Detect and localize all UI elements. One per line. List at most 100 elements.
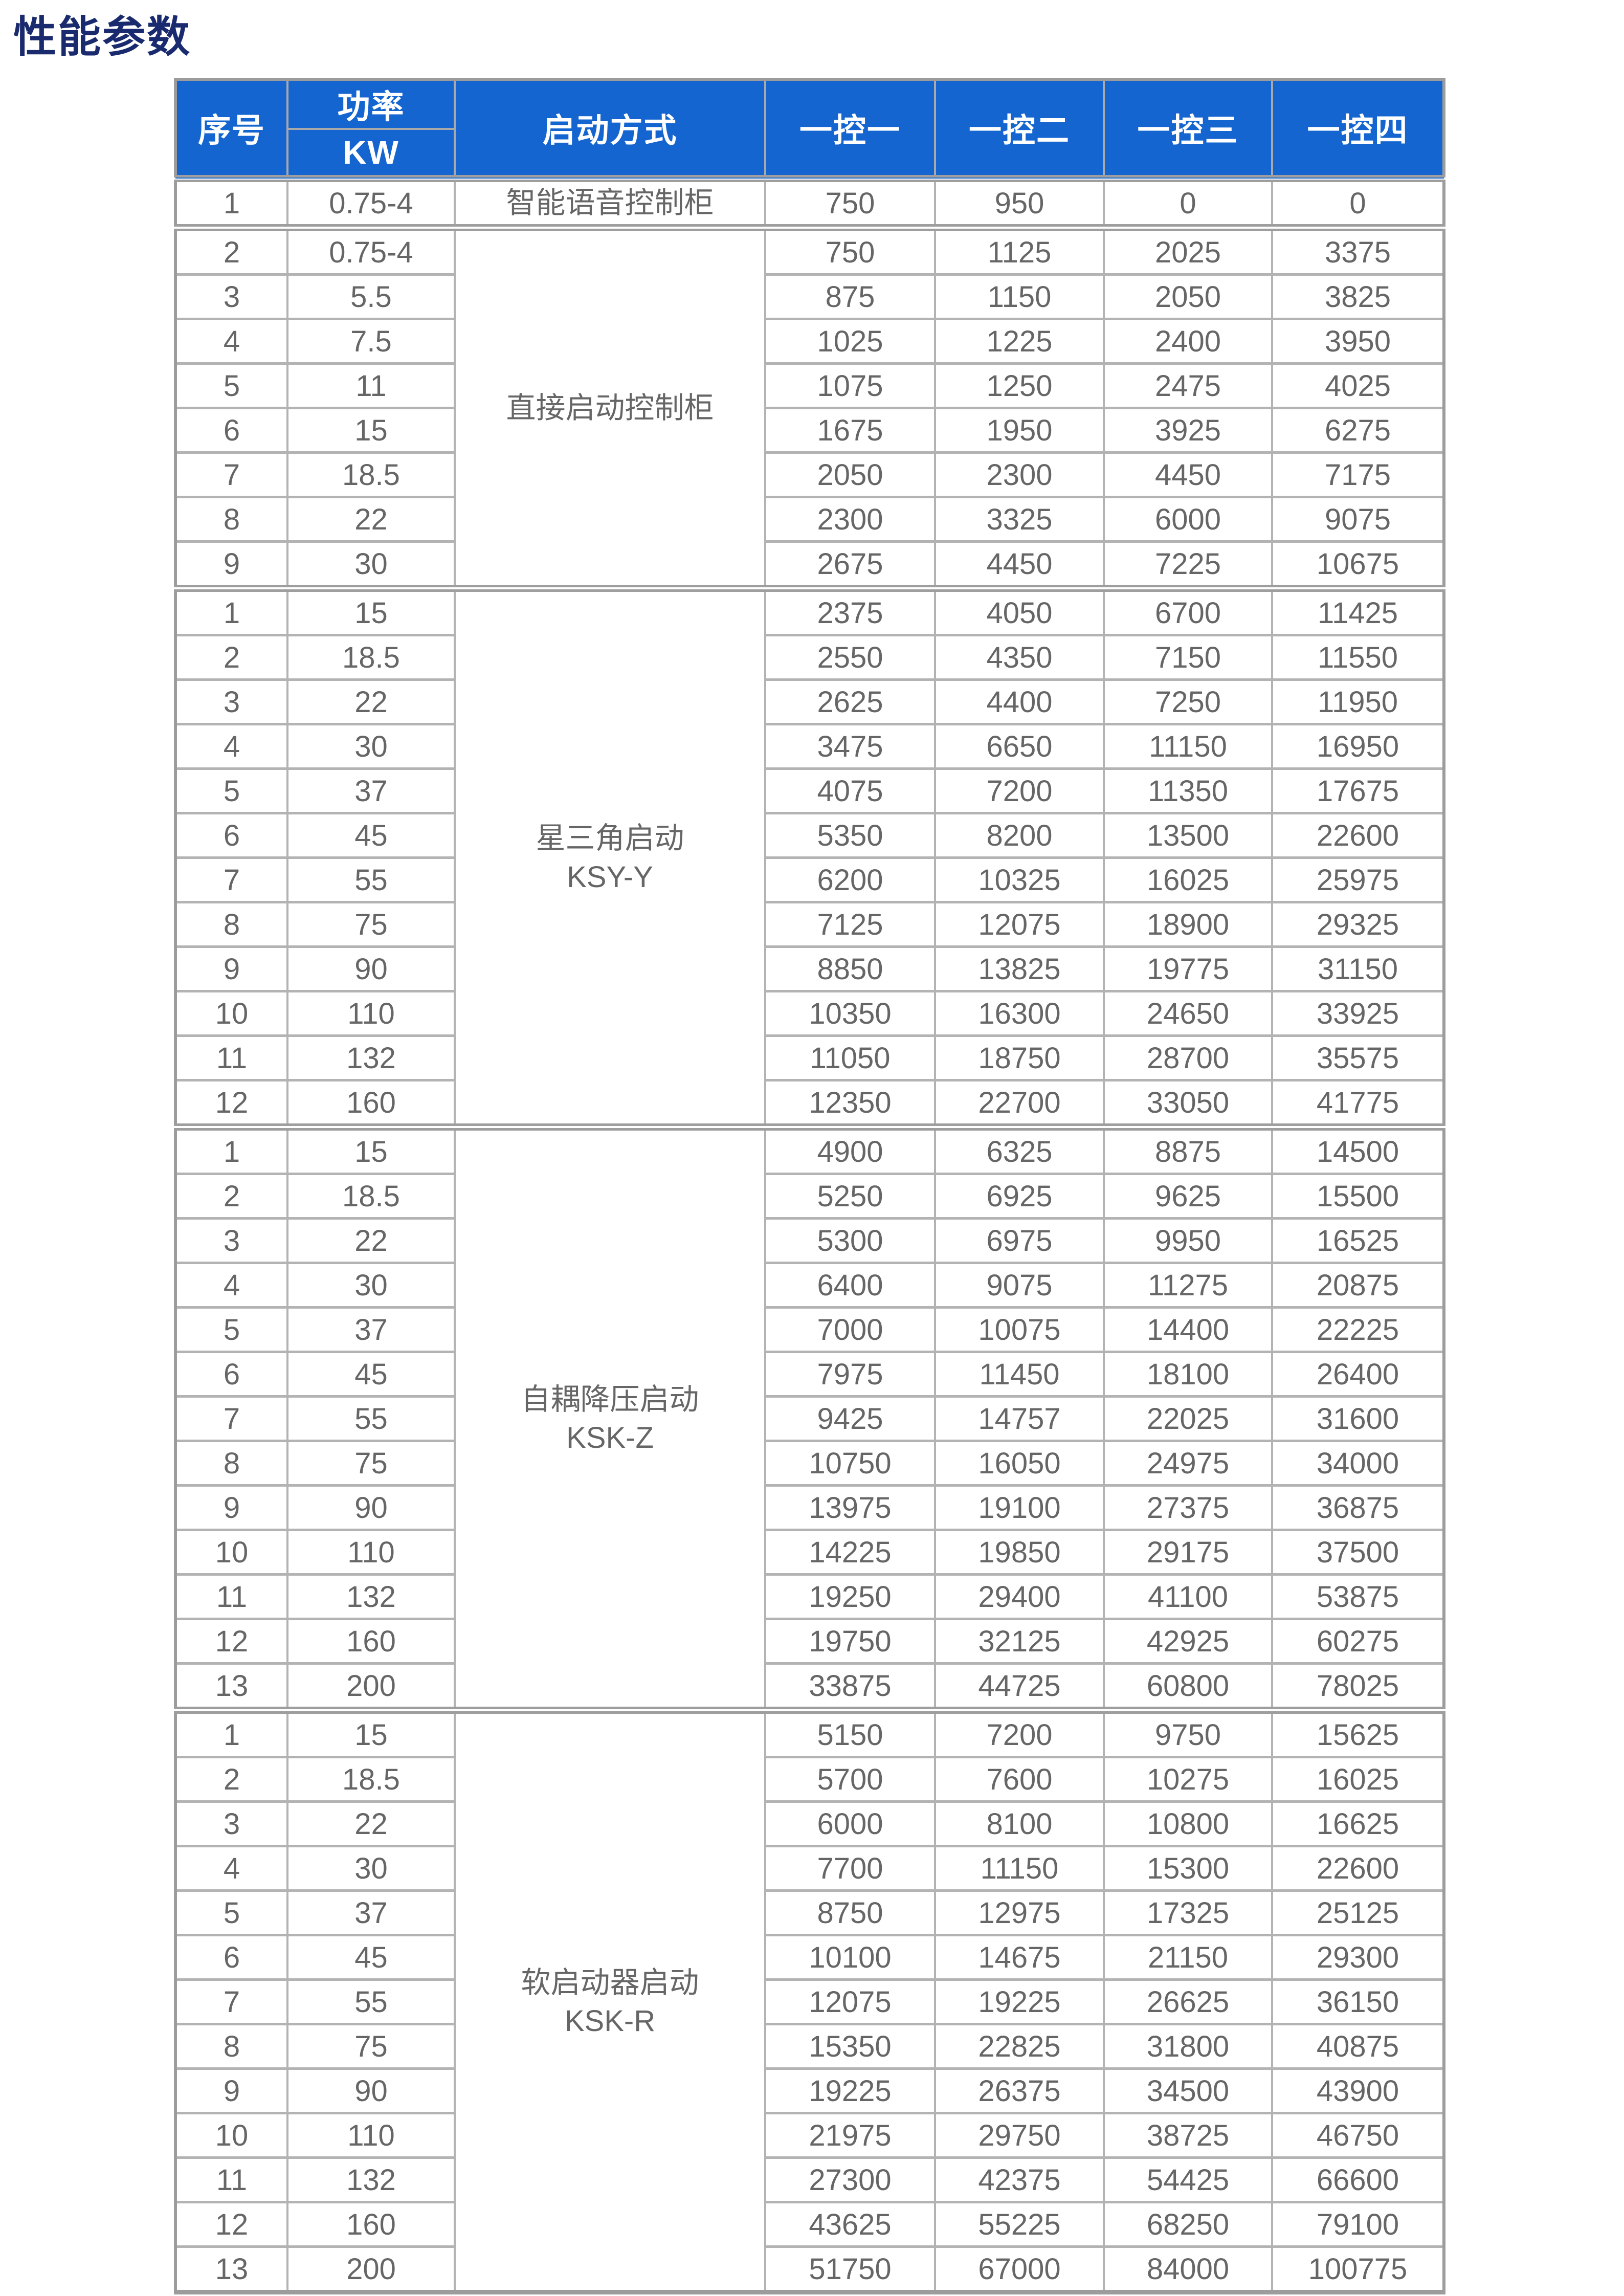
cell-price-value: 6325	[934, 1123, 1105, 1174]
cell-price-value: 2675	[764, 540, 936, 588]
cell-price-value: 6650	[934, 723, 1105, 769]
cell-price-value: 14225	[764, 1529, 936, 1575]
cell-price-value: 10325	[934, 856, 1105, 902]
cell-price-value: 9425	[764, 1395, 936, 1441]
table-row: 1 0.75-4 智能语音控制柜 750 950 0 0	[174, 175, 1445, 228]
cell-price-value: 24650	[1103, 990, 1273, 1036]
cell-power-kw: 15	[286, 585, 456, 635]
cell-price-value: 41775	[1271, 1079, 1445, 1127]
cell-index: 2	[174, 1173, 288, 1219]
table-row: 12 160 43625 55225 68250 79100	[174, 2201, 1445, 2247]
cell-price-value: 3825	[1271, 273, 1445, 319]
header-power-unit: KW	[286, 128, 456, 180]
cell-price-value: 10075	[934, 1306, 1105, 1352]
table-header: 序号 功率 启动方式 一控一 一控二 一控三 一控四 KW	[174, 78, 1445, 180]
cell-power-kw: 15	[286, 1123, 456, 1174]
cell-price-value: 3950	[1271, 318, 1445, 364]
cell-price-value: 21150	[1103, 1934, 1273, 1980]
cell-price-value: 7200	[934, 1707, 1105, 1757]
cell-price-value: 19750	[764, 1618, 936, 1664]
cell-price-value: 6975	[934, 1217, 1105, 1263]
cell-power-kw: 45	[286, 1351, 456, 1397]
cell-price-value: 10350	[764, 990, 936, 1036]
cell-power-kw: 30	[286, 540, 456, 588]
cell-index: 8	[174, 1440, 288, 1486]
cell-price-value: 7125	[764, 901, 936, 947]
cell-price-value: 8750	[764, 1889, 936, 1935]
cell-price-value: 2375	[764, 585, 936, 635]
cell-power-kw: 22	[286, 678, 456, 724]
cell-power-kw: 0.75-4	[286, 175, 456, 228]
table-row: 4 30 7700 11150 15300 22600	[174, 1845, 1445, 1891]
cell-price-value: 10750	[764, 1440, 936, 1486]
cell-price-value: 32125	[934, 1618, 1105, 1664]
cell-price-value: 5350	[764, 812, 936, 858]
cell-price-value: 16025	[1103, 856, 1273, 902]
cell-price-value: 19775	[1103, 945, 1273, 991]
cell-start-method: 星三角启动 KSY-Y	[454, 585, 766, 1127]
cell-price-value: 38725	[1103, 2112, 1273, 2158]
header-one-to-four: 一控四	[1271, 78, 1445, 180]
cell-price-value: 18100	[1103, 1351, 1273, 1397]
cell-price-value: 2050	[1103, 273, 1273, 319]
table-row: 11 132 27300 42375 54425 66600	[174, 2156, 1445, 2202]
cell-price-value: 7250	[1103, 678, 1273, 724]
cell-index: 3	[174, 1800, 288, 1846]
cell-price-value: 9750	[1103, 1707, 1273, 1757]
cell-power-kw: 75	[286, 2023, 456, 2069]
cell-price-value: 14757	[934, 1395, 1105, 1441]
cell-price-value: 36150	[1271, 1978, 1445, 2024]
cell-price-value: 15350	[764, 2023, 936, 2069]
cell-power-kw: 0.75-4	[286, 224, 456, 275]
table-row: 2 0.75-4 直接启动控制柜 750 1125 2025 3375	[174, 224, 1445, 588]
cell-power-kw: 55	[286, 856, 456, 902]
table-row: 12 160 12350 22700 33050 41775	[174, 1079, 1445, 1127]
cell-price-value: 31150	[1271, 945, 1445, 991]
cell-price-value: 26400	[1271, 1351, 1445, 1397]
cell-price-value: 17675	[1271, 767, 1445, 813]
cell-price-value: 19100	[934, 1484, 1105, 1530]
cell-power-kw: 30	[286, 723, 456, 769]
cell-price-value: 0	[1103, 175, 1273, 228]
cell-price-value: 4450	[934, 540, 1105, 588]
cell-price-value: 1025	[764, 318, 936, 364]
cell-power-kw: 18.5	[286, 1756, 456, 1802]
start-method-line: 直接启动控制柜	[506, 391, 714, 425]
start-method-line: 星三角启动	[536, 822, 684, 855]
cell-price-value: 3925	[1103, 407, 1273, 453]
cell-index: 2	[174, 224, 288, 275]
cell-price-value: 29400	[934, 1573, 1105, 1619]
cell-price-value: 33925	[1271, 990, 1445, 1036]
cell-price-value: 6200	[764, 856, 936, 902]
cell-price-value: 84000	[1103, 2245, 1273, 2292]
performance-table: 序号 功率 启动方式 一控一 一控二 一控三 一控四 KW 1 0.75-4 智能语…	[174, 78, 1445, 2294]
header-one-to-one: 一控一	[764, 78, 936, 180]
cell-price-value: 22600	[1271, 1845, 1445, 1891]
cell-power-kw: 15	[286, 1707, 456, 1757]
cell-price-value: 1075	[764, 362, 936, 408]
cell-price-value: 1225	[934, 318, 1105, 364]
cell-power-kw: 22	[286, 1217, 456, 1263]
cell-power-kw: 30	[286, 1262, 456, 1308]
cell-index: 13	[174, 1662, 288, 1710]
cell-index: 11	[174, 1573, 288, 1619]
cell-price-value: 16025	[1271, 1756, 1445, 1802]
cell-price-value: 6400	[764, 1262, 936, 1308]
cell-price-value: 60800	[1103, 1662, 1273, 1710]
cell-price-value: 5250	[764, 1173, 936, 1219]
table-row: 8 75 15350 22825 31800 40875	[174, 2023, 1445, 2069]
cell-index: 11	[174, 1034, 288, 1080]
cell-price-value: 16300	[934, 990, 1105, 1036]
cell-power-kw: 90	[286, 945, 456, 991]
cell-price-value: 15300	[1103, 1845, 1273, 1891]
cell-price-value: 950	[934, 175, 1105, 228]
cell-price-value: 60275	[1271, 1618, 1445, 1664]
cell-index: 10	[174, 1529, 288, 1575]
table-row: 6 15 1675 1950 3925 6275	[174, 407, 1445, 453]
start-method-line: KSK-Z	[566, 1421, 654, 1454]
cell-index: 5	[174, 1306, 288, 1352]
cell-power-kw: 5.5	[286, 273, 456, 319]
cell-price-value: 7225	[1103, 540, 1273, 588]
table-row: 9 30 2675 4450 7225 10675	[174, 540, 1445, 588]
cell-price-value: 16050	[934, 1440, 1105, 1486]
